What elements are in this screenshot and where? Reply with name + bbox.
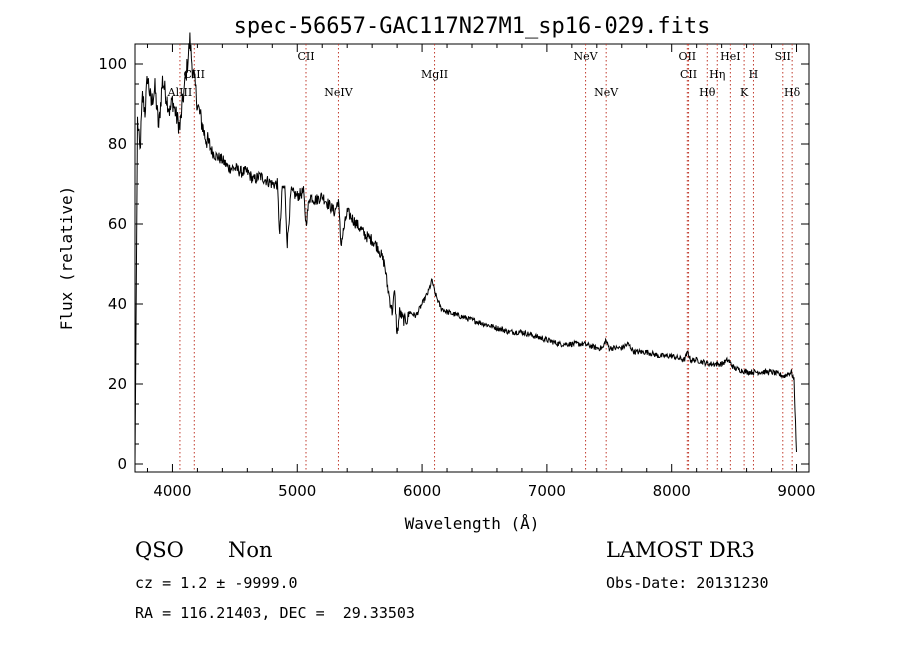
line-marker-label: Hθ [699, 86, 716, 99]
redshift-cz: cz = 1.2 ± -9999.0 [135, 574, 298, 592]
plot-frame [134, 43, 810, 473]
x-tick-label: 7000 [528, 482, 566, 500]
object-class: QSO [135, 538, 184, 562]
line-marker-label: CII [680, 68, 697, 81]
y-axis-label: Flux (relative) [57, 186, 76, 331]
x-tick-label: 4000 [153, 482, 191, 500]
line-marker-label: Hη [709, 68, 725, 81]
x-tick-label: 5000 [278, 482, 316, 500]
line-marker-label: SII [775, 50, 791, 63]
coordinates: RA = 116.21403, DEC = 29.33503 [135, 604, 415, 622]
x-tick-label: 8000 [653, 482, 691, 500]
line-marker-label: HeI [720, 50, 740, 63]
y-tick-label: 0 [117, 455, 127, 473]
line-label-layer: AlIIICIIICIINeIVMgIINeVNeVOIICIIHθHηHeIK… [167, 50, 801, 99]
axis-ticks: 4000 5000 6000 7000 8000 9000 0 20 40 60 80 100 [98, 44, 816, 500]
line-marker-label: AlIII [167, 86, 193, 99]
line-marker-label: Hδ [784, 86, 801, 99]
x-axis-label: Wavelength (Å) [405, 514, 540, 533]
line-marker-label: MgII [421, 68, 448, 81]
x-tick-label: 6000 [403, 482, 441, 500]
y-tick-label: 80 [108, 135, 127, 153]
y-tick-label: 40 [108, 295, 127, 313]
line-marker-label: CII [297, 50, 314, 63]
line-marker-label: H [749, 68, 759, 81]
obs-date: Obs-Date: 20131230 [606, 574, 769, 592]
x-tick-label: 9000 [777, 482, 815, 500]
y-tick-label: 100 [98, 55, 127, 73]
y-tick-label: 60 [108, 215, 127, 233]
survey-name: LAMOST DR3 [606, 538, 755, 562]
object-subclass: Non [228, 538, 273, 562]
line-marker-label: CIII [184, 68, 205, 81]
chart-title: spec-56657-GAC117N27M1_sp16-029.fits [234, 14, 711, 39]
y-tick-label: 20 [108, 375, 127, 393]
line-marker-label: NeV [594, 86, 619, 99]
line-marker-label: K [740, 86, 749, 99]
line-marker-layer [179, 44, 793, 472]
line-marker-label: NeV [574, 50, 599, 63]
spectrum-line [134, 32, 797, 465]
line-marker-label: NeIV [324, 86, 353, 99]
line-marker-label: OII [678, 50, 696, 63]
